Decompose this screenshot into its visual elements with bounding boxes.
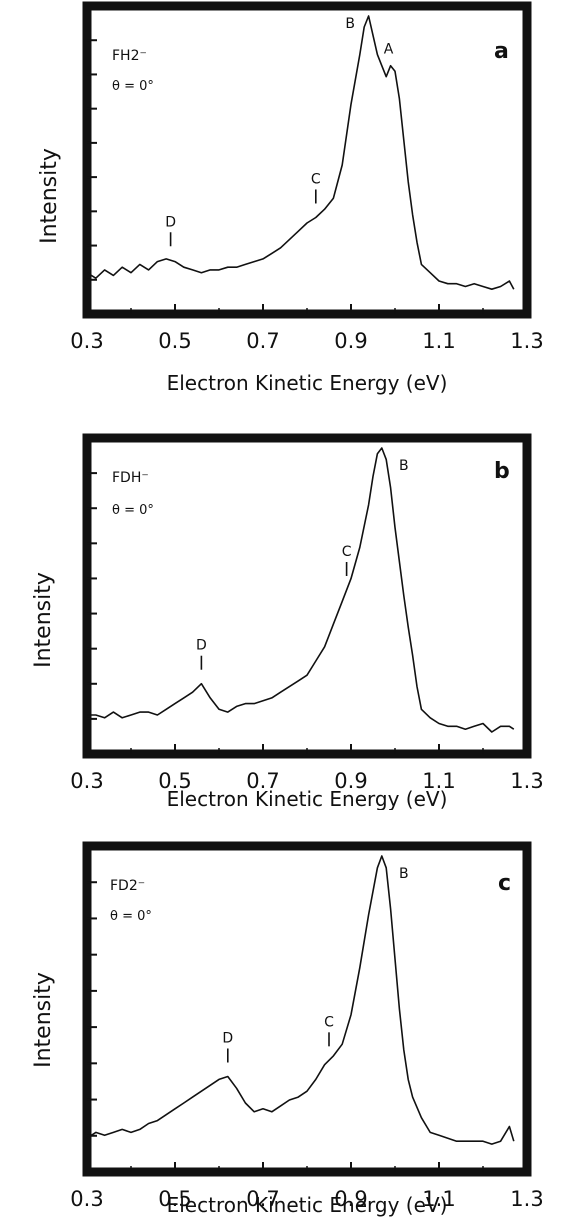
angle-label: θ = 0° xyxy=(112,79,154,94)
y-axis-label: Intensity xyxy=(31,972,56,1068)
y-ticks xyxy=(87,472,97,720)
peak-label-c: C xyxy=(342,544,352,560)
peak-label-a: A xyxy=(384,42,394,58)
x-axis-label: Electron Kinetic Energy (eV) xyxy=(167,1193,448,1217)
peak-label-d: D xyxy=(222,1031,233,1047)
x-ticks: 0.3 0.5 0.7 0.9 1.1 1.3 xyxy=(70,1162,544,1211)
x-tick-label: 1.3 xyxy=(510,769,543,793)
x-tick-label: 0.7 xyxy=(246,769,279,793)
x-tick-label: 0.3 xyxy=(70,1187,103,1211)
x-axis-label: Electron Kinetic Energy (eV) xyxy=(167,787,448,810)
y-ticks xyxy=(87,39,97,281)
angle-label: θ = 0° xyxy=(112,503,154,518)
x-tick-label: 0.3 xyxy=(70,769,103,793)
spectrum-panel-c: 0.3 0.5 0.7 0.9 1.1 1.3 B C D FD2⁻ θ = 0° c Int… xyxy=(0,820,584,1220)
x-tick-label: 0.3 xyxy=(70,329,103,353)
x-tick-label: 1.3 xyxy=(510,1187,543,1211)
x-tick-label: 1.3 xyxy=(510,329,543,353)
spectrum-line xyxy=(87,447,515,733)
species-label: FDH⁻ xyxy=(112,470,149,486)
x-tick-label: 0.9 xyxy=(334,1187,367,1211)
x-ticks: 0.3 0.5 0.7 0.9 1.1 1.3 xyxy=(70,744,544,793)
plot-frame xyxy=(82,433,532,759)
y-axis-label: Intensity xyxy=(37,148,62,244)
spectrum-panel-a: 0.3 0.5 0.7 0.9 1.1 1.3 A B C D FH2⁻ θ = 0° a In… xyxy=(0,0,584,400)
peak-label-b: B xyxy=(345,16,355,32)
peak-annotations: A B C D xyxy=(165,16,394,247)
spectrum-svg-c: 0.3 0.5 0.7 0.9 1.1 1.3 B C D FD2⁻ θ = 0° c Int… xyxy=(31,841,544,1217)
x-tick-label: 0.5 xyxy=(158,769,191,793)
panel-letter: b xyxy=(494,459,510,484)
plot-frame xyxy=(82,1,532,319)
peak-label-b: B xyxy=(399,458,409,474)
x-tick-label: 0.7 xyxy=(246,1187,279,1211)
x-tick-label: 1.1 xyxy=(422,329,455,353)
spectrum-line xyxy=(86,15,515,290)
peak-label-c: C xyxy=(311,171,321,187)
angle-label: θ = 0° xyxy=(110,909,152,924)
peak-label-b: B xyxy=(399,866,409,882)
x-tick-label: 0.9 xyxy=(334,769,367,793)
spectrum-svg-b: 0.3 0.5 0.7 0.9 1.1 1.3 B C D FDH⁻ θ = 0° b Int… xyxy=(31,433,544,810)
x-axis-label: Electron Kinetic Energy (eV) xyxy=(167,371,448,395)
spectrum-line xyxy=(86,855,515,1145)
species-label: FD2⁻ xyxy=(110,878,145,894)
y-axis-label: Intensity xyxy=(31,572,56,668)
spectrum-panel-b: 0.3 0.5 0.7 0.9 1.1 1.3 B C D FDH⁻ θ = 0° b Int… xyxy=(0,410,584,810)
peak-label-d: D xyxy=(165,214,176,230)
peak-label-c: C xyxy=(324,1014,334,1030)
x-tick-label: 1.1 xyxy=(422,1187,455,1211)
species-label: FH2⁻ xyxy=(112,48,147,64)
peak-annotations: B C D xyxy=(196,458,409,670)
plot-frame xyxy=(82,841,532,1177)
panel-letter: a xyxy=(494,39,509,64)
y-ticks xyxy=(87,881,97,1137)
x-tick-label: 0.5 xyxy=(158,1187,191,1211)
panel-letter: c xyxy=(498,871,511,896)
x-tick-label: 0.9 xyxy=(334,329,367,353)
x-tick-label: 1.1 xyxy=(422,769,455,793)
x-tick-label: 0.5 xyxy=(158,329,191,353)
x-tick-label: 0.7 xyxy=(246,329,279,353)
peak-annotations: B C D xyxy=(222,866,409,1063)
peak-label-d: D xyxy=(196,638,207,654)
x-ticks: 0.3 0.5 0.7 0.9 1.1 1.3 xyxy=(70,304,544,353)
spectrum-svg-a: 0.3 0.5 0.7 0.9 1.1 1.3 A B C D FH2⁻ θ = 0° a In… xyxy=(37,1,544,395)
